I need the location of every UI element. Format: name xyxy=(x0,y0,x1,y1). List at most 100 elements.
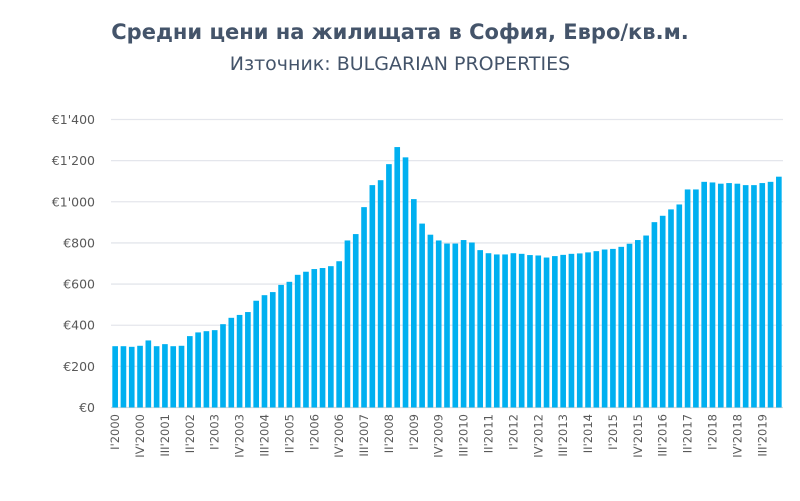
y-tick-label: €1'400 xyxy=(52,112,95,127)
bar xyxy=(228,317,235,408)
bar xyxy=(178,345,185,408)
x-tick-label: IV'2015 xyxy=(631,414,645,458)
bar xyxy=(510,253,517,408)
bar xyxy=(377,180,384,408)
bar xyxy=(410,199,417,408)
bar xyxy=(253,300,260,408)
bar xyxy=(742,185,749,408)
bar xyxy=(452,243,459,408)
bar xyxy=(186,336,193,408)
x-tick-label: I'2018 xyxy=(705,414,719,450)
bar xyxy=(435,240,442,408)
x-tick-label: I'2009 xyxy=(407,414,421,450)
bar xyxy=(610,248,616,408)
x-tick-label: IV'2000 xyxy=(133,414,147,458)
bar xyxy=(328,266,334,408)
bar xyxy=(137,345,143,408)
x-tick-label: IV'2018 xyxy=(730,414,744,458)
bar xyxy=(427,234,434,408)
y-tick-label: €600 xyxy=(63,277,95,292)
bar xyxy=(618,246,625,408)
bar xyxy=(651,222,658,408)
bar xyxy=(776,176,782,408)
bar xyxy=(759,183,766,408)
x-tick-label: III'2019 xyxy=(755,414,769,457)
bar xyxy=(668,209,674,408)
bar xyxy=(518,253,525,408)
y-tick-label: €200 xyxy=(63,359,95,374)
bar xyxy=(485,253,492,408)
bar xyxy=(576,253,583,408)
bar xyxy=(128,346,135,408)
y-tick-label: €400 xyxy=(63,318,95,333)
x-tick-label: II'2005 xyxy=(282,414,296,453)
bar xyxy=(767,181,774,408)
bar xyxy=(477,250,484,408)
bar xyxy=(278,284,284,408)
bar xyxy=(527,255,533,408)
bar xyxy=(460,240,467,408)
bar xyxy=(560,254,566,408)
bar xyxy=(203,331,210,408)
bar xyxy=(369,185,376,408)
y-tick-label: €1'000 xyxy=(52,194,95,209)
bar xyxy=(211,330,218,408)
x-tick-label: I'2003 xyxy=(208,414,222,450)
bar xyxy=(419,223,425,408)
x-tick-label: III'2001 xyxy=(158,414,172,457)
bar xyxy=(361,207,367,408)
bar xyxy=(684,189,691,408)
x-tick-label: III'2016 xyxy=(656,414,670,457)
bar xyxy=(751,185,757,408)
bar xyxy=(195,332,201,408)
x-tick-label: III'2013 xyxy=(556,414,570,457)
bar xyxy=(145,340,152,408)
bar xyxy=(286,281,293,408)
x-tick-label: II'2017 xyxy=(681,414,695,453)
bar xyxy=(386,164,392,408)
chart-title: Средни цени на жилищата в София, Евро/кв… xyxy=(111,20,689,44)
bar xyxy=(643,235,649,408)
x-tick-label: I'2012 xyxy=(506,414,520,450)
x-tick-label: III'2004 xyxy=(257,414,271,457)
bar xyxy=(601,249,608,408)
bar xyxy=(693,189,699,408)
bar xyxy=(726,183,732,408)
bar xyxy=(344,240,351,408)
bar xyxy=(319,268,326,408)
x-tick-label: IV'2003 xyxy=(233,414,247,458)
bar xyxy=(585,252,591,408)
bar xyxy=(269,292,276,408)
bar xyxy=(626,243,633,408)
bar xyxy=(220,324,226,408)
x-tick-label: II'2008 xyxy=(382,414,396,453)
bar xyxy=(162,344,168,408)
bar xyxy=(543,257,550,408)
bar xyxy=(634,240,641,408)
bar xyxy=(112,346,118,408)
x-tick-label: II'2011 xyxy=(481,414,495,453)
x-tick-label: II'2014 xyxy=(581,414,595,453)
bar xyxy=(717,183,724,408)
bar xyxy=(593,251,600,408)
bar xyxy=(444,243,450,408)
bar xyxy=(303,271,309,408)
x-tick-label: I'2015 xyxy=(606,414,620,450)
x-tick-label: III'2010 xyxy=(457,414,471,457)
x-tick-label: IV'2006 xyxy=(332,414,346,458)
x-tick-label: I'2006 xyxy=(307,414,321,450)
x-tick-label: IV'2012 xyxy=(531,414,545,458)
bar xyxy=(294,274,301,408)
bar xyxy=(245,312,251,408)
y-tick-label: €1'200 xyxy=(52,153,95,168)
bar xyxy=(701,181,708,408)
bar xyxy=(120,346,127,408)
bar xyxy=(659,215,666,408)
bar xyxy=(568,253,575,408)
bar xyxy=(311,269,318,408)
chart-subtitle: Източник: BULGARIAN PROPERTIES xyxy=(229,53,571,75)
bar xyxy=(236,314,243,408)
y-tick-label: €800 xyxy=(63,235,95,250)
bar xyxy=(394,147,401,408)
